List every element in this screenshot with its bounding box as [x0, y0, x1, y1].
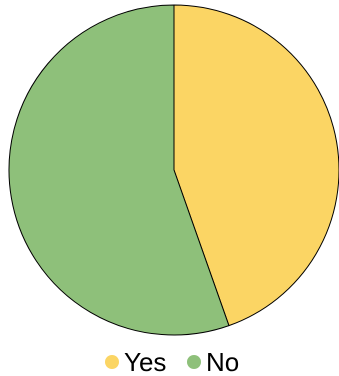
pie-slices — [8, 4, 339, 336]
legend: Yes No — [105, 347, 239, 376]
pie-slice-yes — [173, 4, 339, 327]
legend-swatch-yes — [105, 355, 119, 369]
legend-label-no: No — [206, 347, 239, 376]
pie-slice-no — [8, 4, 230, 336]
legend-label-yes: Yes — [124, 347, 166, 376]
legend-swatch-no — [187, 355, 201, 369]
